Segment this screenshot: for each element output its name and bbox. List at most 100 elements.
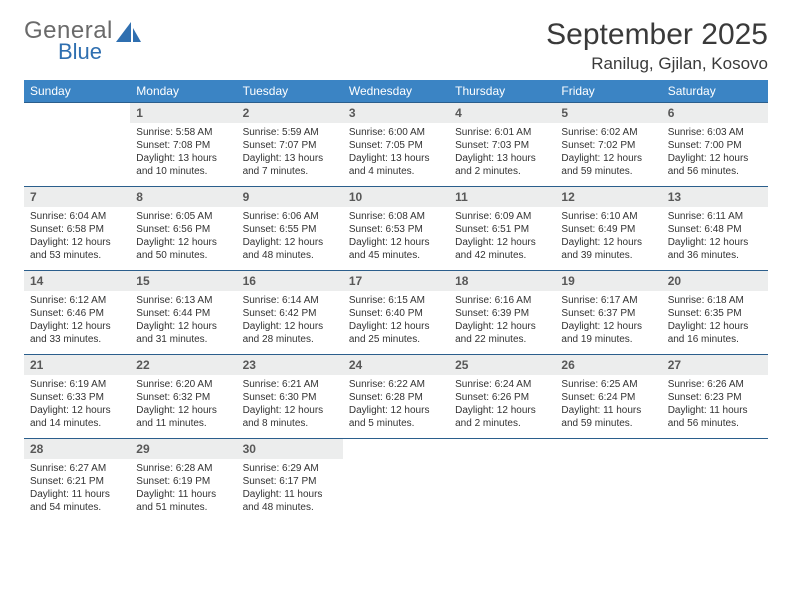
day-number [555,438,661,458]
sunrise-text: Sunrise: 6:03 AM [668,126,762,139]
daylight-text: Daylight: 12 hours [243,320,337,333]
day-cell-header: 12 [555,186,661,207]
day-cell-body: Sunrise: 6:28 AMSunset: 6:19 PMDaylight:… [130,459,236,522]
daynum-row: 21222324252627 [24,354,768,375]
day-details: Sunrise: 6:24 AMSunset: 6:26 PMDaylight:… [449,375,555,438]
sunrise-text: Sunrise: 6:22 AM [349,378,443,391]
daylight-text: and 42 minutes. [455,249,549,262]
logo: General Blue [24,18,142,63]
daylight-text: and 36 minutes. [668,249,762,262]
daylight-text: and 51 minutes. [136,501,230,514]
day-number [24,102,130,122]
weekday-header-row: Sunday Monday Tuesday Wednesday Thursday… [24,80,768,102]
day-cell-header: 24 [343,354,449,375]
day-details: Sunrise: 6:20 AMSunset: 6:32 PMDaylight:… [130,375,236,438]
day-cell-body: Sunrise: 6:20 AMSunset: 6:32 PMDaylight:… [130,375,236,438]
day-details: Sunrise: 6:14 AMSunset: 6:42 PMDaylight:… [237,291,343,354]
sunrise-text: Sunrise: 6:26 AM [668,378,762,391]
day-cell-body: Sunrise: 6:26 AMSunset: 6:23 PMDaylight:… [662,375,768,438]
calendar-page: General Blue September 2025 Ranilug, Gji… [0,0,792,540]
day-details [24,123,130,181]
day-details [343,459,449,517]
day-cell-header: 29 [130,438,236,459]
day-cell-header [24,102,130,123]
daylight-text: Daylight: 12 hours [455,320,549,333]
daylight-text: and 14 minutes. [30,417,124,430]
weekday-header: Monday [130,80,236,102]
day-details: Sunrise: 6:26 AMSunset: 6:23 PMDaylight:… [662,375,768,438]
day-number: 12 [555,186,661,207]
day-cell-body [343,459,449,522]
day-cell-header: 11 [449,186,555,207]
day-details: Sunrise: 6:16 AMSunset: 6:39 PMDaylight:… [449,291,555,354]
sunrise-text: Sunrise: 6:11 AM [668,210,762,223]
daylight-text: Daylight: 13 hours [349,152,443,165]
day-cell-body: Sunrise: 6:15 AMSunset: 6:40 PMDaylight:… [343,291,449,354]
daylight-text: Daylight: 12 hours [668,152,762,165]
sunrise-text: Sunrise: 6:27 AM [30,462,124,475]
day-number: 14 [24,270,130,291]
daybody-row: Sunrise: 6:12 AMSunset: 6:46 PMDaylight:… [24,291,768,354]
daylight-text: Daylight: 13 hours [243,152,337,165]
sunset-text: Sunset: 6:33 PM [30,391,124,404]
sunrise-text: Sunrise: 6:01 AM [455,126,549,139]
day-details: Sunrise: 6:06 AMSunset: 6:55 PMDaylight:… [237,207,343,270]
daylight-text: Daylight: 12 hours [349,320,443,333]
day-cell-header: 21 [24,354,130,375]
daylight-text: Daylight: 12 hours [243,236,337,249]
day-cell-body [555,459,661,522]
day-cell-body: Sunrise: 6:06 AMSunset: 6:55 PMDaylight:… [237,207,343,270]
day-cell-header: 13 [662,186,768,207]
day-number [662,438,768,458]
day-cell-body: Sunrise: 6:14 AMSunset: 6:42 PMDaylight:… [237,291,343,354]
day-cell-body [662,459,768,522]
day-cell-body: Sunrise: 6:21 AMSunset: 6:30 PMDaylight:… [237,375,343,438]
daylight-text: and 54 minutes. [30,501,124,514]
day-cell-header: 17 [343,270,449,291]
daylight-text: and 5 minutes. [349,417,443,430]
day-number: 22 [130,354,236,375]
daylight-text: and 10 minutes. [136,165,230,178]
weekday-header: Sunday [24,80,130,102]
day-cell-header: 10 [343,186,449,207]
day-details: Sunrise: 6:04 AMSunset: 6:58 PMDaylight:… [24,207,130,270]
sunset-text: Sunset: 6:46 PM [30,307,124,320]
sunset-text: Sunset: 6:19 PM [136,475,230,488]
day-cell-header: 14 [24,270,130,291]
sunset-text: Sunset: 6:24 PM [561,391,655,404]
sunset-text: Sunset: 6:35 PM [668,307,762,320]
day-details: Sunrise: 6:00 AMSunset: 7:05 PMDaylight:… [343,123,449,186]
day-cell-body: Sunrise: 6:29 AMSunset: 6:17 PMDaylight:… [237,459,343,522]
day-cell-header: 22 [130,354,236,375]
sunset-text: Sunset: 6:39 PM [455,307,549,320]
weekday-header: Thursday [449,80,555,102]
day-cell-body: Sunrise: 6:16 AMSunset: 6:39 PMDaylight:… [449,291,555,354]
daylight-text: and 48 minutes. [243,249,337,262]
daylight-text: and 56 minutes. [668,165,762,178]
sunrise-text: Sunrise: 6:18 AM [668,294,762,307]
sunset-text: Sunset: 6:42 PM [243,307,337,320]
daylight-text: and 39 minutes. [561,249,655,262]
day-cell-body: Sunrise: 6:19 AMSunset: 6:33 PMDaylight:… [24,375,130,438]
day-details: Sunrise: 6:12 AMSunset: 6:46 PMDaylight:… [24,291,130,354]
day-details: Sunrise: 6:29 AMSunset: 6:17 PMDaylight:… [237,459,343,522]
sunset-text: Sunset: 7:05 PM [349,139,443,152]
day-cell-body: Sunrise: 6:12 AMSunset: 6:46 PMDaylight:… [24,291,130,354]
month-title: September 2025 [546,18,768,52]
day-cell-header: 26 [555,354,661,375]
day-cell-header: 1 [130,102,236,123]
daylight-text: Daylight: 13 hours [136,152,230,165]
daylight-text: Daylight: 11 hours [243,488,337,501]
sunrise-text: Sunrise: 6:17 AM [561,294,655,307]
day-cell-body: Sunrise: 5:59 AMSunset: 7:07 PMDaylight:… [237,123,343,186]
daylight-text: and 28 minutes. [243,333,337,346]
weekday-header: Friday [555,80,661,102]
weekday-header: Wednesday [343,80,449,102]
sunset-text: Sunset: 6:37 PM [561,307,655,320]
weekday-header: Saturday [662,80,768,102]
sunrise-text: Sunrise: 6:05 AM [136,210,230,223]
day-number: 18 [449,270,555,291]
day-cell-header: 6 [662,102,768,123]
daylight-text: and 33 minutes. [30,333,124,346]
sunrise-text: Sunrise: 6:29 AM [243,462,337,475]
